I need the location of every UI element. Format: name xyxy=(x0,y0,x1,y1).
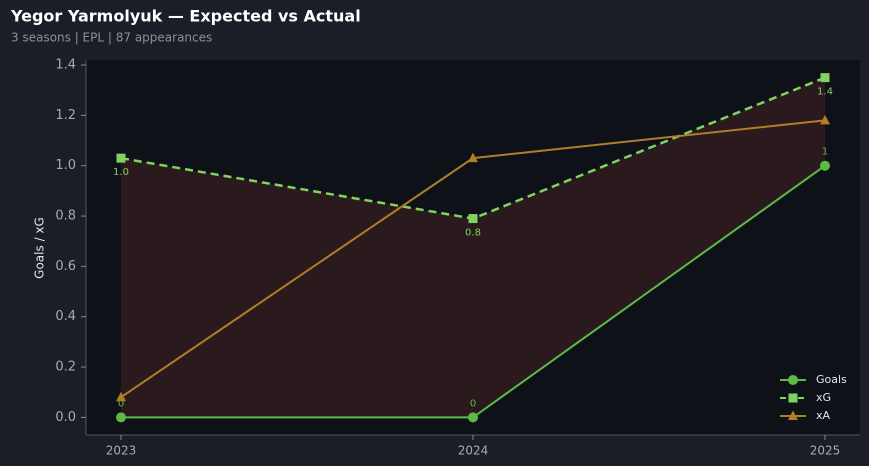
point xyxy=(116,153,126,163)
legend-label: xG xyxy=(816,391,831,404)
point xyxy=(116,391,126,402)
legend-marker xyxy=(788,393,798,403)
legend-marker xyxy=(788,375,798,385)
y-tick-label: 1.4 xyxy=(55,58,76,73)
point xyxy=(468,214,478,224)
value-label: 0.8 xyxy=(465,228,481,239)
y-tick-label: 0.2 xyxy=(55,360,76,375)
point xyxy=(116,412,126,423)
point xyxy=(820,160,830,171)
y-tick-label: 0.8 xyxy=(55,209,76,224)
value-label: 1 xyxy=(822,147,828,158)
value-label: 1.0 xyxy=(113,167,129,178)
y-tick-label: 0.4 xyxy=(55,309,76,324)
legend-label: xA xyxy=(816,409,831,422)
y-tick-label: 1.2 xyxy=(55,108,76,123)
point xyxy=(820,73,830,83)
legend-label: Goals xyxy=(816,373,847,386)
value-label: 0 xyxy=(118,398,124,409)
y-tick-label: 0.6 xyxy=(55,259,76,274)
fill-area xyxy=(121,77,825,418)
point xyxy=(468,412,478,423)
y-axis-label: Goals / xG xyxy=(33,217,47,279)
value-label: 1.4 xyxy=(817,87,833,98)
point xyxy=(468,152,478,163)
x-tick-label: 2024 xyxy=(458,444,489,458)
legend-marker xyxy=(788,410,798,420)
chart-subtitle: 3 seasons | EPL | 87 appearances xyxy=(11,31,212,45)
y-tick-label: 0.0 xyxy=(55,410,76,425)
chart-title: Yegor Yarmolyuk — Expected vs Actual xyxy=(10,7,361,26)
value-label: 0 xyxy=(470,398,476,409)
x-tick-label: 2025 xyxy=(810,444,841,458)
y-tick-label: 1.0 xyxy=(55,158,76,173)
x-tick-label: 2023 xyxy=(106,444,137,458)
point xyxy=(820,114,830,125)
